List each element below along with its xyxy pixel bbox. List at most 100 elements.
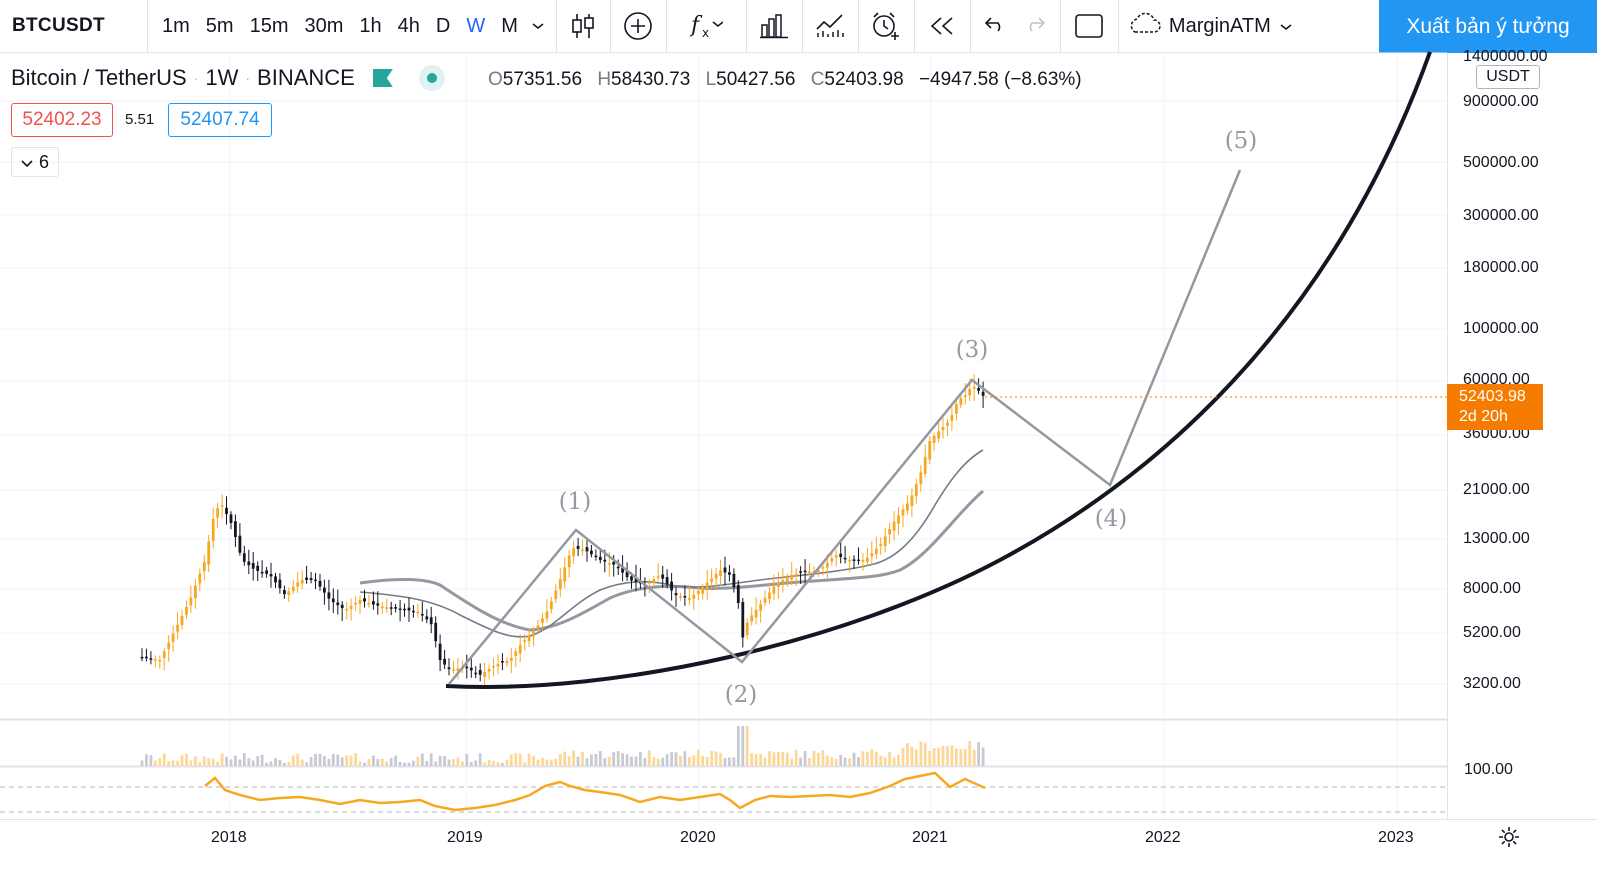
currency-badge[interactable]: USDT bbox=[1476, 65, 1540, 89]
chart-canvas[interactable]: (1) (2) (3) (4) (5) bbox=[0, 0, 1447, 819]
volume-bar bbox=[652, 757, 656, 766]
flag-icon[interactable] bbox=[372, 69, 393, 87]
indicators-toggle-button[interactable]: 6 bbox=[11, 147, 59, 177]
settings-gear-icon[interactable] bbox=[1498, 826, 1520, 848]
wave-label-5[interactable]: (5) bbox=[1225, 128, 1258, 154]
templates-bar-icon[interactable] bbox=[747, 0, 803, 53]
wave-label-3[interactable]: (3) bbox=[956, 337, 989, 363]
wave-label-4[interactable]: (4) bbox=[1095, 506, 1128, 532]
candle-body bbox=[728, 572, 731, 575]
interval-menu-chevron-down-icon[interactable] bbox=[526, 21, 550, 31]
volume-bar bbox=[607, 756, 611, 766]
volume-bar bbox=[710, 750, 713, 766]
last-price-value: 52403.98 bbox=[1459, 388, 1526, 405]
candle-body bbox=[380, 606, 384, 608]
volume-bar bbox=[487, 759, 491, 766]
candle-body bbox=[603, 559, 607, 562]
price-tick: 900000.00 bbox=[1463, 93, 1539, 110]
candle-body bbox=[679, 596, 682, 598]
volume-bar bbox=[385, 761, 389, 766]
volume-bar bbox=[914, 749, 918, 766]
interval-w[interactable]: W bbox=[466, 14, 486, 37]
layout-chevron-down-icon[interactable] bbox=[1279, 15, 1293, 38]
volume-bar bbox=[674, 752, 678, 766]
chart-type-candles-icon[interactable] bbox=[557, 0, 611, 53]
volume-bar bbox=[879, 755, 883, 766]
volume-bar bbox=[576, 756, 580, 766]
volume-bar bbox=[955, 748, 958, 766]
candle-body bbox=[607, 563, 611, 565]
buy-price-button[interactable]: 52407.74 bbox=[168, 103, 272, 137]
volume-bar bbox=[750, 753, 754, 766]
interval-1m[interactable]: 1m bbox=[162, 14, 190, 37]
alert-clock-icon[interactable] bbox=[859, 0, 915, 53]
candle-body bbox=[469, 667, 473, 671]
interval-d[interactable]: D bbox=[435, 14, 451, 37]
candle-body bbox=[340, 604, 344, 609]
candle-body bbox=[149, 658, 153, 660]
layout-selector[interactable]: MarginATM bbox=[1119, 12, 1301, 40]
volume-bar bbox=[162, 753, 166, 766]
sell-price-button[interactable]: 52402.23 bbox=[11, 103, 113, 137]
volume-bar bbox=[416, 756, 420, 766]
volume-bar bbox=[616, 751, 620, 766]
candle-body bbox=[238, 535, 242, 553]
candle-body bbox=[389, 607, 393, 609]
redo-icon[interactable] bbox=[1024, 15, 1046, 38]
candle-body bbox=[229, 514, 233, 523]
volume-bar bbox=[291, 755, 295, 766]
symbol-search[interactable]: BTCUSDT bbox=[0, 0, 148, 53]
volume-bar bbox=[785, 752, 789, 766]
candle-body bbox=[327, 592, 331, 599]
undo-icon[interactable] bbox=[984, 15, 1006, 38]
publish-idea-button[interactable]: Xuất bản ý tưởng bbox=[1379, 0, 1597, 53]
volume-bar bbox=[176, 760, 179, 766]
volume-bar bbox=[643, 758, 647, 766]
volume-bar bbox=[861, 751, 865, 766]
price-scale[interactable]: 1400000.00 900000.00 500000.00 300000.00… bbox=[1447, 48, 1597, 819]
strategy-chart-icon[interactable] bbox=[803, 0, 859, 53]
interval-5m[interactable]: 5m bbox=[205, 14, 234, 37]
candle-body bbox=[305, 577, 308, 580]
candle-body bbox=[630, 576, 633, 581]
volume-bar bbox=[425, 760, 429, 766]
time-axis[interactable]: 2018 2019 2020 2021 2022 2023 bbox=[0, 819, 1597, 871]
elliott-wave-line[interactable] bbox=[448, 169, 1242, 685]
wave-label-2[interactable]: (2) bbox=[725, 682, 758, 708]
replay-rewind-icon[interactable] bbox=[915, 0, 971, 53]
volume-bar bbox=[389, 757, 393, 766]
interval-m[interactable]: M bbox=[501, 14, 518, 37]
interval-1h[interactable]: 1h bbox=[359, 14, 382, 37]
interval-30m[interactable]: 30m bbox=[304, 14, 344, 37]
compare-plus-icon[interactable] bbox=[611, 0, 667, 53]
volume-bar bbox=[420, 753, 424, 766]
volume-bar bbox=[180, 755, 184, 766]
volume-bar bbox=[772, 752, 776, 766]
interval-15m[interactable]: 15m bbox=[249, 14, 289, 37]
volume-bar bbox=[225, 756, 228, 766]
market-status-icon[interactable] bbox=[418, 65, 445, 91]
volume-bar bbox=[768, 751, 771, 766]
candle-body bbox=[763, 598, 767, 603]
candle-body bbox=[594, 555, 598, 558]
volume-bar bbox=[336, 754, 340, 766]
volume-bar bbox=[723, 757, 727, 766]
interval-4h[interactable]: 4h bbox=[397, 14, 420, 37]
price-tick: 8000.00 bbox=[1463, 580, 1521, 597]
candle-body bbox=[745, 622, 749, 635]
volume-bar bbox=[318, 754, 322, 766]
volume-bar bbox=[474, 760, 478, 766]
candle-body bbox=[799, 571, 802, 573]
candle-body bbox=[674, 593, 678, 596]
parabolic-support-curve[interactable] bbox=[445, 51, 1432, 689]
wave-label-1[interactable]: (1) bbox=[559, 489, 592, 515]
symbol-description[interactable]: Bitcoin / TetherUS bbox=[11, 65, 187, 90]
candle-body bbox=[211, 519, 215, 541]
candle-body bbox=[696, 590, 700, 594]
candle-body bbox=[554, 590, 558, 600]
volume-bar bbox=[656, 758, 660, 766]
volume-bar bbox=[812, 750, 816, 766]
candle-body bbox=[372, 601, 375, 605]
fullscreen-square-icon[interactable] bbox=[1061, 0, 1119, 53]
